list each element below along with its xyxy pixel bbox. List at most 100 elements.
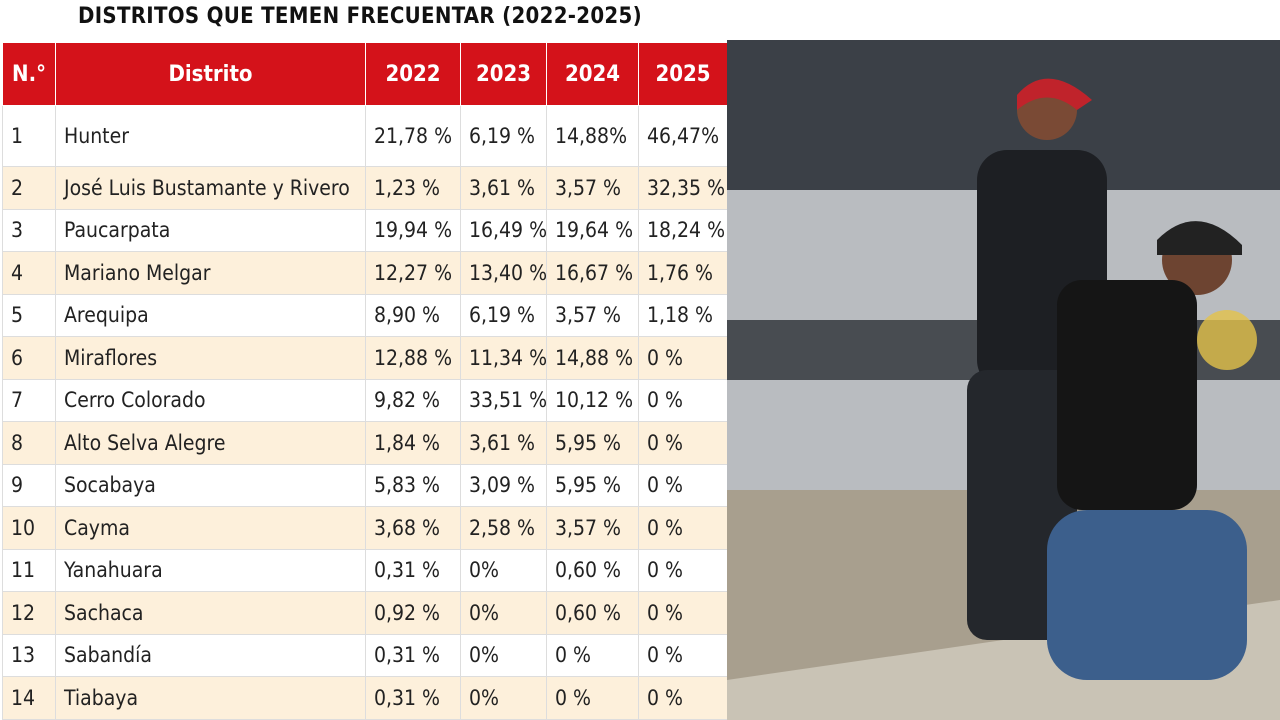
table-row: 4 Mariano Melgar 12,27 % 13,40 % 16,67 % 1,76… <box>2 251 728 295</box>
percentage-cell: 14,88 % <box>546 336 639 380</box>
row-number: 14 <box>2 676 56 720</box>
percentage-cell: 13,40 % <box>460 251 547 295</box>
header-row: N.° Distrito 2022 2023 2024 2025 <box>2 42 728 106</box>
district-name: Mariano Melgar <box>55 251 366 295</box>
percentage-cell: 0 % <box>638 378 728 422</box>
percentage-cell: 2,58 % <box>460 506 547 550</box>
table-body: 1 Hunter 21,78 % 6,19 % 14,88% 46,47% 2 José Lu… <box>2 105 728 720</box>
percentage-cell: 9,82 % <box>365 378 461 422</box>
percentage-cell: 0 % <box>638 676 728 720</box>
district-name: Paucarpata <box>55 208 366 252</box>
percentage-cell: 1,23 % <box>365 166 461 210</box>
percentage-cell: 6,19 % <box>460 105 547 167</box>
table-row: 5 Arequipa 8,90 % 6,19 % 3,57 % 1,18 % <box>2 293 728 337</box>
district-name: José Luis Bustamante y Rivero <box>55 166 366 210</box>
district-name: Socabaya <box>55 463 366 507</box>
percentage-cell: 0 % <box>546 633 639 677</box>
column-header: N.° <box>2 42 56 106</box>
district-name: Alto Selva Alegre <box>55 421 366 465</box>
row-number: 6 <box>2 336 56 380</box>
percentage-cell: 0 % <box>638 421 728 465</box>
table-row: 3 Paucarpata 19,94 % 16,49 % 19,64 % 18,24 % <box>2 208 728 252</box>
percentage-cell: 0% <box>460 548 547 592</box>
district-name: Tiabaya <box>55 676 366 720</box>
percentage-cell: 5,95 % <box>546 421 639 465</box>
row-number: 10 <box>2 506 56 550</box>
percentage-cell: 0 % <box>638 591 728 635</box>
percentage-cell: 0,92 % <box>365 591 461 635</box>
percentage-cell: 33,51 % <box>460 378 547 422</box>
percentage-cell: 16,67 % <box>546 251 639 295</box>
district-table: N.° Distrito 2022 2023 2024 2025 1 Hunter 21,78… <box>2 42 728 720</box>
percentage-cell: 0,60 % <box>546 591 639 635</box>
column-header: 2025 <box>638 42 728 106</box>
percentage-cell: 14,88% <box>546 105 639 167</box>
district-name: Miraflores <box>55 336 366 380</box>
percentage-cell: 32,35 % <box>638 166 728 210</box>
table-row: 14 Tiabaya 0,31 % 0% 0 % 0 % <box>2 676 728 720</box>
percentage-cell: 3,57 % <box>546 506 639 550</box>
percentage-cell: 0 % <box>638 506 728 550</box>
district-name: Hunter <box>55 105 366 167</box>
table-row: 1 Hunter 21,78 % 6,19 % 14,88% 46,47% <box>2 105 728 167</box>
percentage-cell: 1,76 % <box>638 251 728 295</box>
table-row: 8 Alto Selva Alegre 1,84 % 3,61 % 5,95 % 0 % <box>2 421 728 465</box>
percentage-cell: 0,60 % <box>546 548 639 592</box>
percentage-cell: 10,12 % <box>546 378 639 422</box>
percentage-cell: 8,90 % <box>365 293 461 337</box>
percentage-cell: 0,31 % <box>365 548 461 592</box>
row-number: 2 <box>2 166 56 210</box>
column-header: Distrito <box>55 42 366 106</box>
row-number: 4 <box>2 251 56 295</box>
percentage-cell: 0% <box>460 633 547 677</box>
percentage-cell: 5,95 % <box>546 463 639 507</box>
table-row: 10 Cayma 3,68 % 2,58 % 3,57 % 0 % <box>2 506 728 550</box>
district-name: Sachaca <box>55 591 366 635</box>
table-row: 12 Sachaca 0,92 % 0% 0,60 % 0 % <box>2 591 728 635</box>
title: DISTRITOS QUE TEMEN FRECUENTAR (2022-202… <box>78 4 642 29</box>
table-row: 6 Miraflores 12,88 % 11,34 % 14,88 % 0 % <box>2 336 728 380</box>
row-number: 5 <box>2 293 56 337</box>
percentage-cell: 21,78 % <box>365 105 461 167</box>
percentage-cell: 12,88 % <box>365 336 461 380</box>
percentage-cell: 19,94 % <box>365 208 461 252</box>
row-number: 9 <box>2 463 56 507</box>
percentage-cell: 1,84 % <box>365 421 461 465</box>
percentage-cell: 0 % <box>638 633 728 677</box>
percentage-cell: 0 % <box>638 336 728 380</box>
row-number: 11 <box>2 548 56 592</box>
percentage-cell: 0% <box>460 676 547 720</box>
percentage-cell: 1,18 % <box>638 293 728 337</box>
percentage-cell: 3,68 % <box>365 506 461 550</box>
percentage-cell: 0,31 % <box>365 676 461 720</box>
percentage-cell: 3,09 % <box>460 463 547 507</box>
row-number: 3 <box>2 208 56 252</box>
percentage-cell: 6,19 % <box>460 293 547 337</box>
percentage-cell: 0,31 % <box>365 633 461 677</box>
percentage-cell: 18,24 % <box>638 208 728 252</box>
column-header: 2022 <box>365 42 461 106</box>
row-number: 13 <box>2 633 56 677</box>
percentage-cell: 3,57 % <box>546 293 639 337</box>
district-name: Yanahuara <box>55 548 366 592</box>
percentage-cell: 0 % <box>638 463 728 507</box>
district-name: Sabandía <box>55 633 366 677</box>
percentage-cell: 16,49 % <box>460 208 547 252</box>
percentage-cell: 5,83 % <box>365 463 461 507</box>
percentage-cell: 0% <box>460 591 547 635</box>
table-row: 9 Socabaya 5,83 % 3,09 % 5,95 % 0 % <box>2 463 728 507</box>
percentage-cell: 12,27 % <box>365 251 461 295</box>
row-number: 8 <box>2 421 56 465</box>
percentage-cell: 46,47% <box>638 105 728 167</box>
table-row: 13 Sabandía 0,31 % 0% 0 % 0 % <box>2 633 728 677</box>
row-number: 12 <box>2 591 56 635</box>
column-header: 2024 <box>546 42 639 106</box>
district-name: Arequipa <box>55 293 366 337</box>
photo <box>727 40 1280 720</box>
percentage-cell: 0 % <box>638 548 728 592</box>
percentage-cell: 3,61 % <box>460 421 547 465</box>
row-number: 1 <box>2 105 56 167</box>
percentage-cell: 3,57 % <box>546 166 639 210</box>
percentage-cell: 0 % <box>546 676 639 720</box>
